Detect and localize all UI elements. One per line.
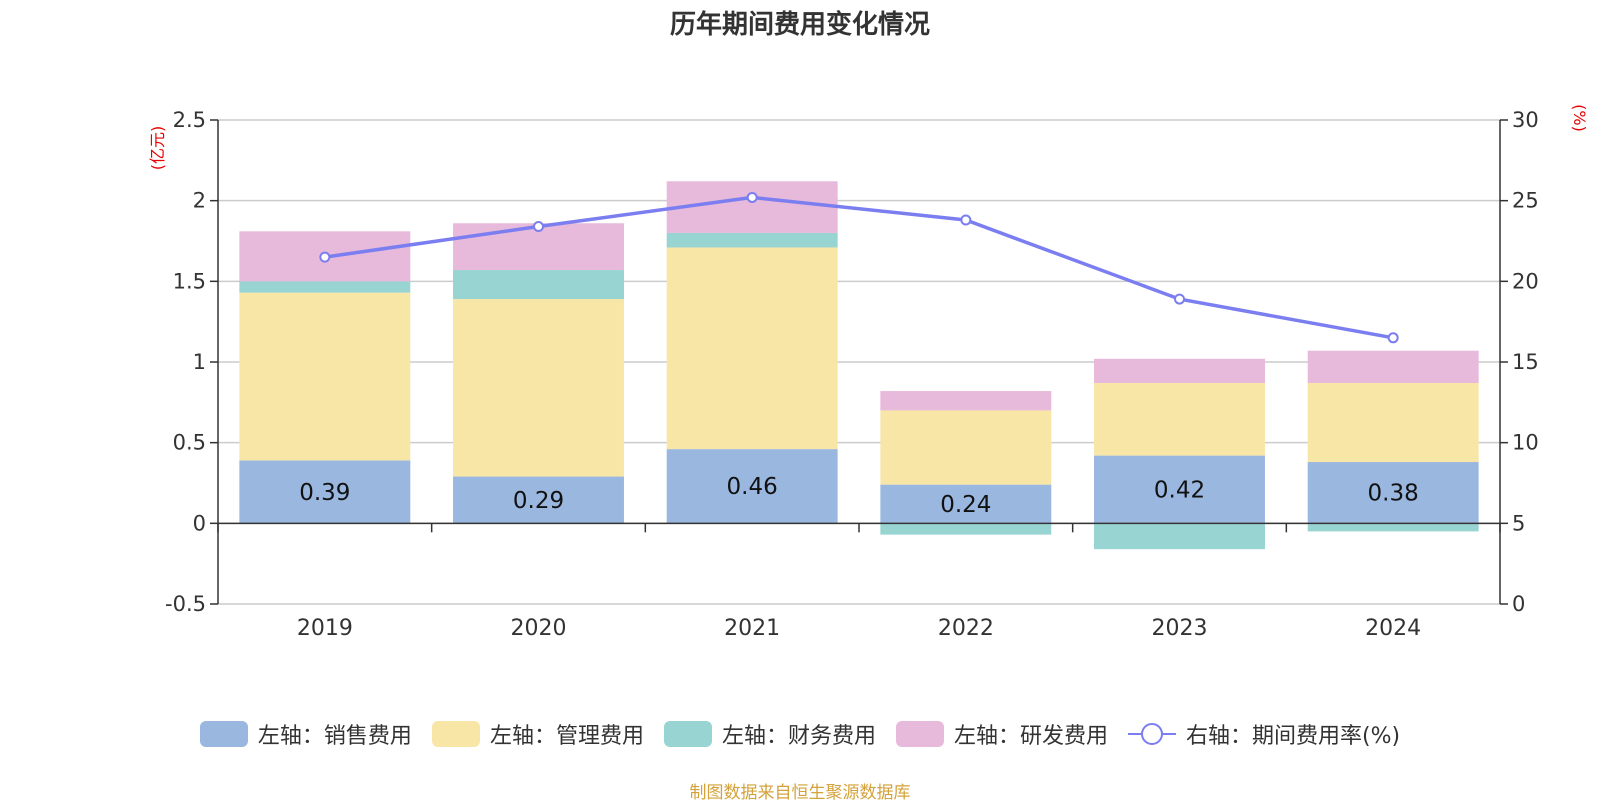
data-label: 0.29	[513, 488, 564, 514]
bar-segment	[1307, 382, 1479, 463]
bar-segment	[453, 270, 624, 300]
bar-segment	[239, 460, 411, 524]
rate-point	[319, 251, 331, 263]
chart-legend: 左轴：销售费用 左轴：管理费用 左轴：财务费用 左轴：研发费用 右轴：期间费用率(%)	[0, 718, 1600, 750]
bar-segment	[1307, 523, 1479, 532]
left-axis-tick-label: -0.5	[165, 592, 206, 616]
left-axis-tick-label: 0	[193, 511, 206, 535]
right-axis-tick-label: 10	[1512, 431, 1539, 455]
right-axis-tick-label: 30	[1512, 108, 1539, 132]
rate-point	[1174, 293, 1185, 305]
bar-segment	[1094, 455, 1265, 524]
legend-label: 左轴：财务费用	[721, 724, 876, 749]
bar-segment	[453, 299, 624, 477]
left-axis-tick-label: 0.5	[173, 431, 206, 455]
right-axis-tick-label: 25	[1512, 189, 1539, 213]
left-axis-tick-label: 1.5	[173, 269, 206, 293]
left-axis-tick-label: 2.5	[173, 108, 206, 132]
data-label: 0.38	[1368, 481, 1419, 507]
data-label: 0.24	[940, 492, 991, 518]
bar-segment	[666, 247, 838, 450]
left-axis-unit: (亿元)	[148, 126, 167, 171]
legend-item[interactable]: 左轴：销售费用	[199, 718, 412, 750]
right-axis-tick-label: 15	[1512, 350, 1539, 374]
bar-segment	[666, 232, 838, 248]
data-label: 0.46	[727, 474, 778, 500]
x-axis-tick-label: 2024	[1365, 616, 1421, 641]
x-axis-tick-label: 2022	[938, 616, 994, 641]
legend-item[interactable]: 右轴：期间费用率(%)	[1127, 718, 1401, 750]
right-axis-unit: (%)	[1570, 104, 1589, 132]
bar-segment	[880, 410, 1052, 485]
legend-swatch	[663, 721, 712, 747]
bar-segment	[239, 292, 411, 461]
x-axis-tick-label: 2021	[724, 616, 780, 641]
source-note: 制图数据来自恒生聚源数据库	[689, 783, 911, 803]
data-label: 0.39	[299, 480, 350, 506]
rate-point	[960, 214, 972, 226]
bar-segment	[880, 523, 1052, 535]
bar-segment	[1307, 462, 1479, 524]
chart-title: 历年期间费用变化情况	[669, 10, 930, 40]
rate-point	[1387, 332, 1399, 344]
right-axis-tick-label: 0	[1512, 592, 1525, 616]
bar-segment	[1094, 382, 1265, 456]
left-axis-tick-label: 2	[193, 189, 206, 213]
bar-segment	[666, 181, 838, 233]
bar-segment	[1094, 358, 1265, 383]
x-axis-tick-label: 2020	[511, 616, 567, 641]
legend-line-marker-icon	[1127, 721, 1176, 747]
bar-segment	[880, 391, 1052, 411]
right-axis-tick-label: 20	[1512, 269, 1539, 293]
x-axis-tick-label: 2019	[297, 616, 353, 641]
legend-label: 左轴：销售费用	[257, 724, 412, 749]
data-label: 0.42	[1154, 477, 1205, 503]
legend-item[interactable]: 左轴：研发费用	[895, 718, 1108, 750]
rate-point	[746, 191, 758, 203]
rate-line	[324, 195, 1394, 340]
rate-point	[533, 220, 544, 232]
chart-plot: 2.5 2 1.5 1 0.5 0 -0.5 30 25 20 15 10 5 0 (亿元) (%) 0.39 0…	[148, 104, 1589, 641]
bar-segment	[1307, 350, 1479, 383]
legend-label: 左轴：管理费用	[489, 724, 644, 749]
legend-label: 右轴：期间费用率(%)	[1185, 724, 1401, 749]
legend-swatch	[199, 721, 248, 747]
legend-item[interactable]: 左轴：管理费用	[431, 718, 644, 750]
legend-swatch	[431, 721, 480, 747]
bar-segment	[1094, 523, 1265, 550]
x-axis-tick-label: 2023	[1152, 616, 1208, 641]
legend-item[interactable]: 左轴：财务费用	[663, 718, 876, 750]
legend-swatch	[895, 721, 944, 747]
left-axis-tick-label: 1	[193, 350, 206, 374]
bar-segment	[666, 449, 838, 524]
bar-segment	[453, 476, 624, 524]
legend-label: 左轴：研发费用	[953, 724, 1108, 749]
bar-segment	[239, 281, 411, 293]
bar-segment	[880, 484, 1052, 524]
right-axis-tick-label: 5	[1512, 511, 1525, 535]
